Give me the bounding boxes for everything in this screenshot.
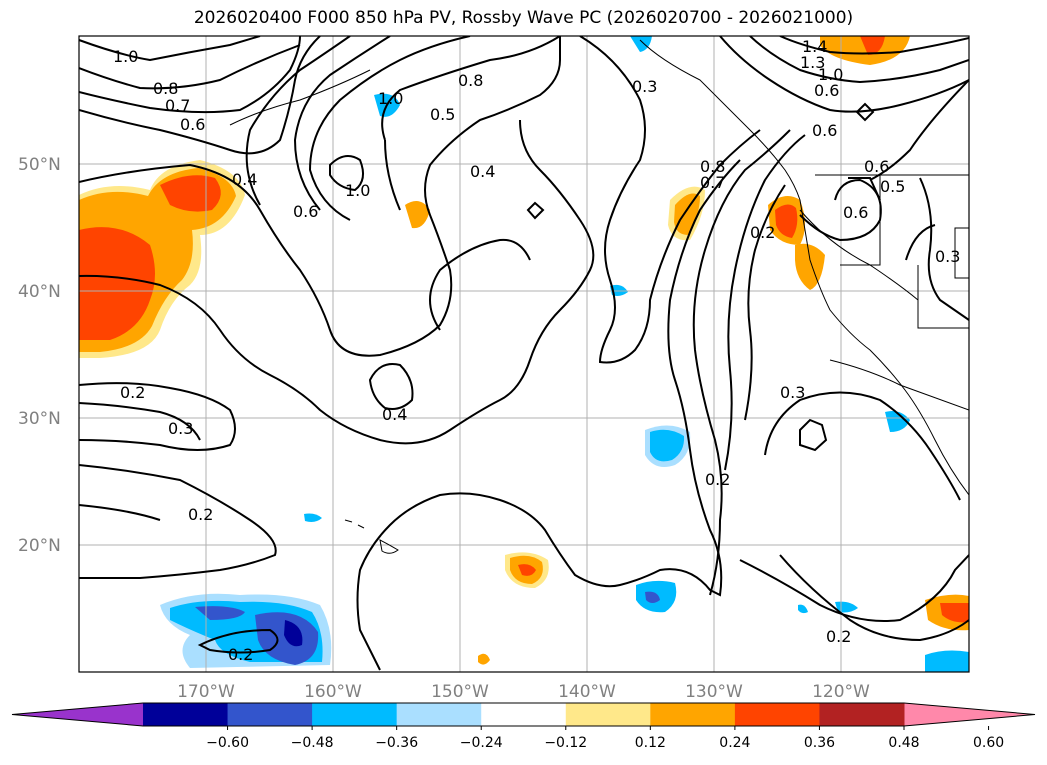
contour-label: 0.4 bbox=[232, 170, 257, 189]
graticule bbox=[79, 36, 969, 672]
lon-tick-label: 130°W bbox=[685, 682, 743, 702]
colorbar-bin bbox=[565, 703, 651, 726]
colorbar-tick-label: 0.12 bbox=[635, 735, 666, 751]
lat-tick-label: 20°N bbox=[18, 536, 61, 556]
colorbar-bin bbox=[650, 703, 736, 726]
colorbar-bin bbox=[227, 703, 313, 726]
pv-contours bbox=[79, 36, 969, 671]
colorbar-tick-label: 0.60 bbox=[973, 735, 1004, 751]
contour-label: 1.4 bbox=[802, 37, 827, 56]
lon-tick-label: 120°W bbox=[812, 682, 870, 702]
contour-label: 0.5 bbox=[880, 177, 905, 196]
lat-tick-label: 30°N bbox=[18, 409, 61, 429]
colorbar-tick-label: −0.36 bbox=[375, 735, 418, 751]
lat-tick-label: 40°N bbox=[18, 282, 61, 302]
colorbar-tick-label: −0.60 bbox=[206, 735, 249, 751]
contour-label: 0.7 bbox=[700, 173, 725, 192]
colorbar-tick-label: −0.12 bbox=[544, 735, 587, 751]
contour-label: 0.2 bbox=[826, 627, 851, 646]
contour-label: 1.0 bbox=[818, 65, 843, 84]
contour-label: 0.6 bbox=[180, 115, 205, 134]
contour-label: 0.3 bbox=[935, 247, 960, 266]
contour-label: 0.2 bbox=[705, 470, 730, 489]
colorbar-tick-label: −0.24 bbox=[460, 735, 503, 751]
contour-label: 0.2 bbox=[228, 645, 253, 664]
contour-label: 0.4 bbox=[382, 405, 407, 424]
contour-label: 0.3 bbox=[632, 77, 657, 96]
colorbar: −0.60 −0.48 −0.36 −0.24 −0.12 0.12 0.24 0.36 0.4… bbox=[11, 702, 1036, 751]
colorbar-tick-label: 0.36 bbox=[804, 735, 835, 751]
contour-label: 0.6 bbox=[812, 121, 837, 140]
contour-label: 0.8 bbox=[700, 157, 725, 176]
contour-label: 1.0 bbox=[345, 181, 370, 200]
colorbar-bin bbox=[819, 703, 905, 726]
colorbar-bin bbox=[396, 703, 482, 726]
contour-label: 0.3 bbox=[168, 419, 193, 438]
colorbar-bin bbox=[312, 703, 398, 726]
contour-label: 0.2 bbox=[188, 505, 213, 524]
colorbar-bin bbox=[734, 703, 820, 726]
contour-label: 1.3 bbox=[800, 53, 825, 72]
colorbar-bin bbox=[481, 703, 567, 726]
contour-label: 0.8 bbox=[458, 71, 483, 90]
contour-label: 0.3 bbox=[780, 383, 805, 402]
colorbar-extend-high bbox=[904, 703, 1035, 726]
contour-label: 0.2 bbox=[750, 223, 775, 242]
contour-label: 0.2 bbox=[120, 383, 145, 402]
map-frame bbox=[78, 35, 970, 673]
contour-label: 1.0 bbox=[113, 47, 138, 66]
colorbar-tick-label: 0.24 bbox=[719, 735, 750, 751]
contour-label: 0.4 bbox=[470, 162, 495, 181]
colorbar-tick-label: 0.48 bbox=[888, 735, 919, 751]
colorbar-extend-low bbox=[12, 703, 143, 726]
contour-label: 0.6 bbox=[293, 202, 318, 221]
colorbar-outline bbox=[11, 702, 1036, 727]
colorbar-bin bbox=[143, 703, 229, 726]
contour-label: 1.0 bbox=[378, 89, 403, 108]
contour-label: 0.8 bbox=[153, 79, 178, 98]
lon-axis-labels: 170°W 160°W 150°W 140°W 130°W 120°W bbox=[177, 682, 870, 702]
lat-axis-labels: 20°N 30°N 40°N 50°N bbox=[18, 155, 61, 556]
map-title: 2026020400 F000 850 hPa PV, Rossby Wave … bbox=[193, 8, 854, 28]
lon-tick-label: 160°W bbox=[304, 682, 362, 702]
contour-label: 0.7 bbox=[165, 96, 190, 115]
contour-label: 0.6 bbox=[814, 81, 839, 100]
colorbar-tick-label: −0.48 bbox=[291, 735, 334, 751]
lon-tick-label: 150°W bbox=[431, 682, 489, 702]
coastlines bbox=[229, 39, 969, 554]
lon-tick-label: 170°W bbox=[177, 682, 235, 702]
contour-label: 0.6 bbox=[864, 157, 889, 176]
lon-tick-label: 140°W bbox=[558, 682, 616, 702]
contour-label: 0.6 bbox=[843, 203, 868, 222]
contour-labels: 1.0 0.8 0.7 0.6 0.4 0.2 0.3 0.2 0.2 0.6 … bbox=[113, 37, 960, 664]
lat-tick-label: 50°N bbox=[18, 155, 61, 175]
contour-label: 0.5 bbox=[430, 105, 455, 124]
